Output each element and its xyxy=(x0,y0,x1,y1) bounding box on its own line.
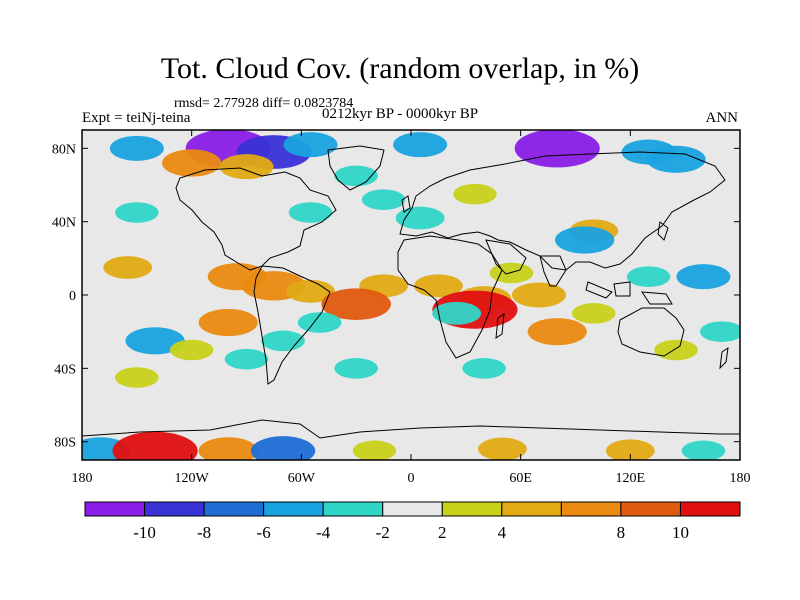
map-background xyxy=(82,130,740,460)
anomaly-cell xyxy=(453,183,497,205)
colorbar-swatch xyxy=(441,501,503,517)
anomaly-cell xyxy=(169,339,214,361)
colorbar-swatch xyxy=(203,501,265,517)
colorbar-label: 8 xyxy=(617,523,626,542)
anomaly-cell xyxy=(676,264,731,290)
anomaly-cell xyxy=(112,431,198,460)
anomaly-cell xyxy=(393,132,448,158)
anomaly-cell xyxy=(297,312,342,333)
anomaly-cell xyxy=(103,256,153,279)
x-tick-label: 0 xyxy=(408,471,415,486)
anomaly-cell xyxy=(334,358,378,379)
colorbar-label: -2 xyxy=(376,523,390,542)
anomaly-cell xyxy=(109,135,164,161)
colorbar-swatch xyxy=(382,501,443,517)
experiment-label: Expt = teiNj-teina xyxy=(82,110,191,126)
anomaly-cell xyxy=(514,130,600,168)
colorbar-swatch xyxy=(84,501,146,517)
anomaly-cell xyxy=(288,202,333,223)
anomaly-cell xyxy=(198,437,258,460)
y-tick-label: 0 xyxy=(69,289,76,304)
anomaly-cell xyxy=(489,262,534,284)
anomaly-cell xyxy=(462,358,506,379)
colorbar-label: -6 xyxy=(257,523,271,542)
anomaly-cell xyxy=(681,440,726,460)
anomaly-cell xyxy=(283,132,338,158)
y-tick-label: 80N xyxy=(52,142,76,157)
anomaly-cell xyxy=(571,303,616,324)
colorbar-swatch xyxy=(679,501,741,517)
colorbar-swatch xyxy=(322,501,384,517)
anomaly-cell xyxy=(654,339,698,361)
anomaly-cell xyxy=(198,308,258,337)
y-tick-label: 80S xyxy=(54,436,76,451)
y-tick-label: 40S xyxy=(54,362,76,377)
colorbar-swatch xyxy=(620,501,681,517)
colorbar-label: 10 xyxy=(672,523,689,542)
anomaly-cell xyxy=(352,440,397,460)
colorbar-label: -10 xyxy=(133,523,156,542)
anomaly-cell xyxy=(219,154,274,180)
x-tick-label: 60W xyxy=(288,471,316,486)
x-tick-label: 180 xyxy=(72,471,93,486)
anomaly-cell xyxy=(555,226,615,254)
colorbar-label: 4 xyxy=(498,523,507,542)
season-label: ANN xyxy=(705,110,739,126)
plot-title: Tot. Cloud Cov. (random overlap, in %) xyxy=(160,52,640,85)
colorbar-label: 2 xyxy=(438,523,447,542)
x-tick-label: 180 xyxy=(730,471,751,486)
anomaly-cell xyxy=(286,279,335,303)
colorbar-swatch xyxy=(501,501,562,517)
anomaly-cell xyxy=(527,318,587,346)
colorbar-swatch xyxy=(144,501,205,517)
colorbar-swatch xyxy=(263,501,324,517)
anomaly-cell xyxy=(511,282,566,308)
stats-label: rmsd= 2.77928 diff= 0.0823784 xyxy=(174,96,354,111)
x-tick-label: 120W xyxy=(175,471,210,486)
anomaly-cell xyxy=(699,321,740,342)
anomaly-cell xyxy=(115,367,159,388)
anomaly-cell xyxy=(477,437,527,460)
anomaly-cell xyxy=(115,202,159,223)
anomaly-cell xyxy=(626,266,671,287)
colorbar-label: -8 xyxy=(197,523,211,542)
anomaly-cell xyxy=(250,436,316,460)
x-tick-label: 60E xyxy=(509,471,532,486)
anomaly-cell xyxy=(162,149,222,177)
y-tick-label: 40N xyxy=(52,216,76,231)
anomaly-cell xyxy=(605,439,655,460)
coastlines xyxy=(82,145,740,439)
anomaly-cell xyxy=(224,348,269,370)
x-tick-label: 120E xyxy=(616,471,646,486)
anomaly-cell xyxy=(361,189,406,210)
colorbar-label: -4 xyxy=(316,523,331,542)
colorbar-swatch xyxy=(560,501,622,517)
period-label: 0212kyr BP - 0000kyr BP xyxy=(322,106,479,122)
anomaly-cell xyxy=(125,327,185,355)
anomaly-cell xyxy=(395,206,445,230)
anomaly-cell xyxy=(321,288,391,320)
anomaly-cell xyxy=(432,301,482,325)
anomaly-cell xyxy=(646,145,706,173)
